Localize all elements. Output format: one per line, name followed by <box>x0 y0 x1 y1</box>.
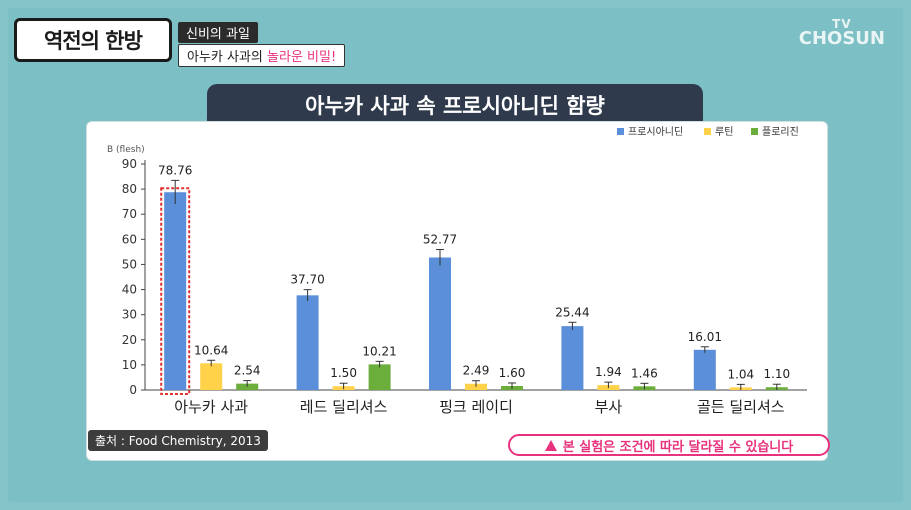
bar-루틴 <box>465 383 487 390</box>
subtitle-highlight: 놀라운 비밀! <box>267 50 337 65</box>
bar-프로시아니딘 <box>296 295 319 390</box>
episode-subtitle: 아누카 사과의 놀라운 비밀! <box>178 44 346 67</box>
data-label: 1.10 <box>763 367 790 381</box>
chart-title-box: 아누카 사과 속 프로시아니딘 함량 <box>207 84 703 126</box>
highlight-box <box>160 187 191 396</box>
data-label: 1.04 <box>727 367 754 381</box>
subtitle-text: 아누카 사과의 <box>187 50 268 65</box>
legend-swatch <box>617 128 624 135</box>
bar-플로리진 <box>236 383 259 390</box>
channel-logo: TV CHOSUN <box>799 18 885 48</box>
y-axis-unit: B (flesh) <box>107 145 145 155</box>
data-label: 2.54 <box>234 364 261 378</box>
bar-루틴 <box>200 363 223 390</box>
notice-banner: 본 실험은 조건에 따라 달라질 수 있습니다 <box>508 434 830 456</box>
channel-tv: TV <box>832 17 852 31</box>
source-label: 출처 : Food Chemistry, 2013 <box>88 430 268 451</box>
show-logo: 역전의 한방 <box>14 18 172 62</box>
data-label: 78.76 <box>158 163 192 177</box>
legend-label: 프로시아니딘 <box>628 126 683 138</box>
data-label: 1.46 <box>631 366 658 380</box>
bar-플로리진 <box>368 364 391 390</box>
bar-프로시아니딘 <box>164 192 187 390</box>
show-logo-text: 역전의 한방 <box>44 29 143 53</box>
data-label: 16.01 <box>688 330 722 344</box>
y-tick-label: 90 <box>122 157 137 171</box>
bar-프로시아니딘 <box>429 257 451 390</box>
x-tick-label: 골든 딜리셔스 <box>697 398 785 416</box>
data-label: 2.49 <box>463 364 490 378</box>
y-tick-label: 70 <box>122 207 137 221</box>
y-tick-label: 60 <box>122 232 137 246</box>
data-label: 37.70 <box>290 273 324 287</box>
legend-swatch <box>751 128 758 135</box>
y-tick-label: 10 <box>122 358 137 372</box>
bar-프로시아니딘 <box>561 326 584 390</box>
legend-label: 루틴 <box>715 126 733 138</box>
y-tick-label: 30 <box>122 308 137 322</box>
bar-chart: B (flesh) 0 10 20 30 40 50 60 70 80 90 78.76 10.64 2.… <box>107 126 807 416</box>
x-tick-label: 핑크 레이디 <box>439 398 513 416</box>
chart-title: 아누카 사과 속 프로시아니딘 함량 <box>305 94 605 118</box>
legend-swatch <box>704 128 711 135</box>
data-label: 1.50 <box>330 366 357 380</box>
episode-tag: 신비의 과일 <box>178 22 258 43</box>
legend-label: 플로리진 <box>762 126 799 138</box>
x-tick-label: 부사 <box>595 398 623 416</box>
data-label: 10.64 <box>194 343 228 357</box>
bar-프로시아니딘 <box>693 349 716 390</box>
x-tick-label: 아누카 사과 <box>174 398 248 416</box>
data-label: 52.77 <box>423 233 457 247</box>
data-label: 1.60 <box>499 366 526 380</box>
x-tick-label: 레드 딜리셔스 <box>300 398 388 416</box>
y-tick-label: 80 <box>122 182 137 196</box>
data-label: 10.21 <box>362 344 396 358</box>
y-tick-label: 50 <box>122 257 137 271</box>
chart-panel: B (flesh) 0 10 20 30 40 50 60 70 80 90 78.76 10.64 2.… <box>86 121 828 461</box>
warning-icon <box>544 439 557 451</box>
y-tick-label: 40 <box>122 283 137 297</box>
data-label: 25.44 <box>555 305 589 319</box>
data-label: 1.94 <box>595 365 622 379</box>
y-tick-label: 20 <box>122 333 137 347</box>
notice-text: 본 실험은 조건에 따라 달라질 수 있습니다 <box>562 439 794 455</box>
channel-name: CHOSUN <box>798 28 885 49</box>
y-tick-label: 0 <box>129 383 137 397</box>
